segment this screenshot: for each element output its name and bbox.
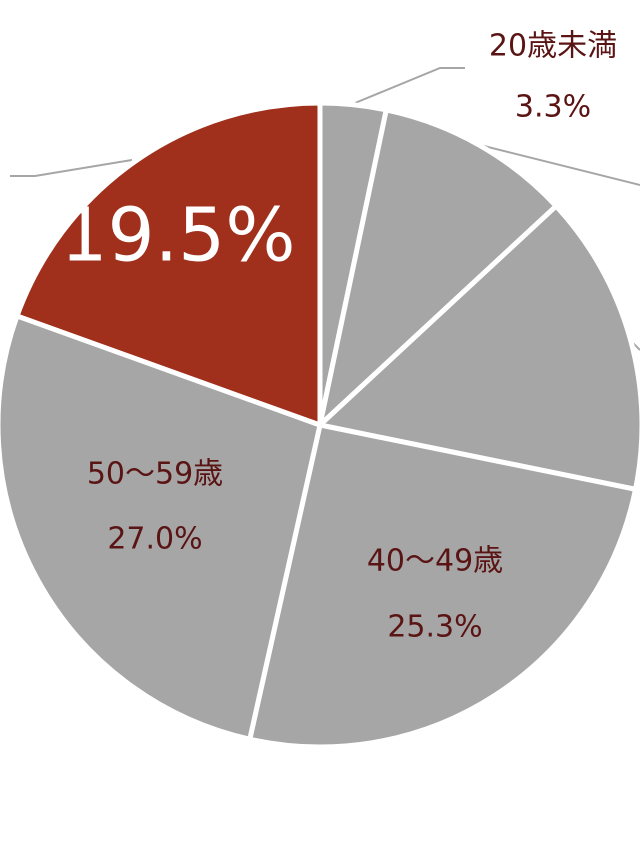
leader-line bbox=[354, 67, 465, 104]
category-label: 20歳未満 bbox=[489, 29, 617, 64]
pie-slice bbox=[317, 107, 559, 428]
category-label: 40～49歳 bbox=[367, 544, 503, 579]
value-label: 27.0% bbox=[107, 522, 202, 557]
pie-slice bbox=[317, 203, 640, 492]
value-label: 25.3% bbox=[387, 610, 482, 645]
leader-line bbox=[10, 159, 133, 177]
pie-slice bbox=[14, 100, 323, 428]
value-label: 19.5% bbox=[60, 193, 295, 279]
category-label: 50～59歳 bbox=[87, 457, 223, 492]
value-label: 3.3% bbox=[515, 90, 591, 125]
pie-slice bbox=[0, 313, 323, 742]
pie-slice bbox=[247, 422, 639, 750]
leader-line bbox=[479, 144, 640, 186]
